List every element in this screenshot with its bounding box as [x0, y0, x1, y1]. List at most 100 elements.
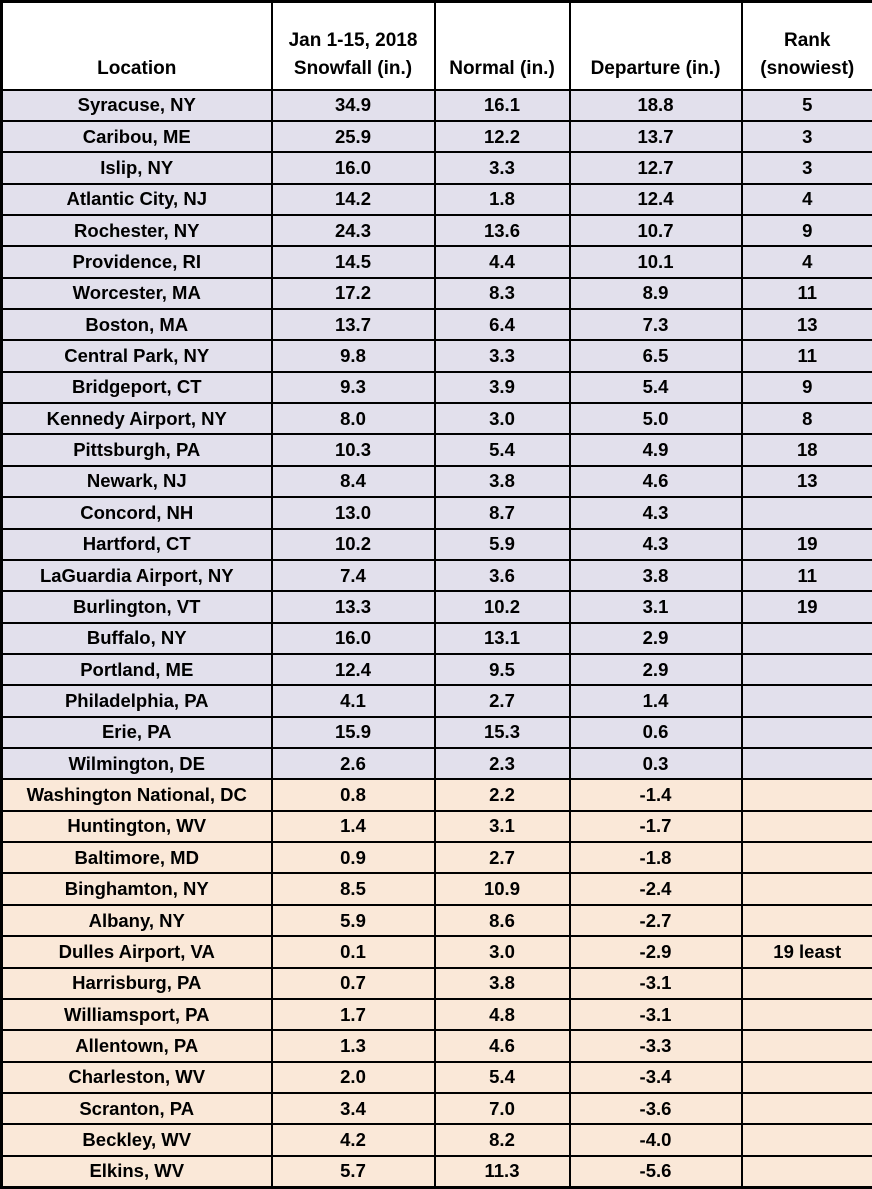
cell-rank [740, 621, 872, 655]
cell-location: Binghamton, NY [0, 872, 273, 906]
cell-snowfall: 2.6 [270, 747, 436, 781]
cell-normal: 16.1 [433, 88, 571, 122]
table-row: Binghamton, NY 8.5 10.9 -2.4 [0, 872, 872, 906]
cell-normal: 4.8 [433, 997, 571, 1032]
cell-snowfall: 0.9 [270, 841, 436, 875]
col-header-departure: Departure (in.) [568, 0, 743, 91]
table-row: Boston, MA 13.7 6.4 7.3 13 [0, 308, 872, 342]
cell-normal: 5.4 [433, 433, 571, 467]
cell-location: Philadelphia, PA [0, 684, 273, 718]
cell-rank [740, 684, 872, 718]
table-row: Newark, NJ 8.4 3.8 4.6 13 [0, 464, 872, 499]
cell-rank [740, 778, 872, 812]
cell-normal: 2.7 [433, 841, 571, 875]
cell-rank: 11 [740, 276, 872, 311]
col-header-normal-line2: Normal (in.) [449, 58, 555, 79]
cell-snowfall: 5.9 [270, 903, 436, 938]
cell-rank [740, 496, 872, 530]
cell-rank [740, 747, 872, 781]
table-header: Location Jan 1-15, 2018 Snowfall (in.) N… [0, 0, 872, 91]
cell-rank [740, 997, 872, 1032]
cell-rank: 11 [740, 339, 872, 373]
cell-departure: 4.9 [568, 433, 743, 467]
cell-snowfall: 12.4 [270, 652, 436, 687]
table-row: Beckley, WV 4.2 8.2 -4.0 [0, 1123, 872, 1157]
table-row: Rochester, NY 24.3 13.6 10.7 9 [0, 213, 872, 248]
cell-departure: -2.9 [568, 935, 743, 969]
cell-normal: 1.8 [433, 182, 571, 216]
cell-rank: 19 [740, 590, 872, 624]
cell-departure: 8.9 [568, 276, 743, 311]
cell-rank [740, 1060, 872, 1095]
cell-location: Syracuse, NY [0, 88, 273, 122]
cell-normal: 10.9 [433, 872, 571, 906]
cell-location: Erie, PA [0, 715, 273, 750]
cell-normal: 12.2 [433, 119, 571, 154]
cell-normal: 8.7 [433, 496, 571, 530]
cell-snowfall: 25.9 [270, 119, 436, 154]
col-header-snowfall: Jan 1-15, 2018 Snowfall (in.) [270, 0, 436, 91]
table-row: Burlington, VT 13.3 10.2 3.1 19 [0, 590, 872, 624]
cell-normal: 8.3 [433, 276, 571, 311]
cell-snowfall: 5.7 [270, 1154, 436, 1189]
cell-departure: 3.1 [568, 590, 743, 624]
table-row: Atlantic City, NJ 14.2 1.8 12.4 4 [0, 182, 872, 216]
cell-snowfall: 17.2 [270, 276, 436, 311]
cell-rank: 18 [740, 433, 872, 467]
table-row: Hartford, CT 10.2 5.9 4.3 19 [0, 527, 872, 561]
cell-location: Harrisburg, PA [0, 966, 273, 1000]
cell-snowfall: 4.2 [270, 1123, 436, 1157]
cell-rank: 13 [740, 308, 872, 342]
cell-location: Central Park, NY [0, 339, 273, 373]
cell-snowfall: 0.1 [270, 935, 436, 969]
col-header-departure-line2: Departure (in.) [590, 58, 721, 79]
cell-snowfall: 1.7 [270, 997, 436, 1032]
table-row: Pittsburgh, PA 10.3 5.4 4.9 18 [0, 433, 872, 467]
cell-snowfall: 15.9 [270, 715, 436, 750]
cell-snowfall: 10.2 [270, 527, 436, 561]
cell-departure: -3.3 [568, 1029, 743, 1063]
table-row: Portland, ME 12.4 9.5 2.9 [0, 652, 872, 687]
cell-rank [740, 1154, 872, 1189]
cell-normal: 3.8 [433, 966, 571, 1000]
cell-departure: -3.1 [568, 966, 743, 1000]
cell-normal: 9.5 [433, 652, 571, 687]
cell-rank: 4 [740, 245, 872, 279]
cell-rank: 11 [740, 558, 872, 593]
table-row: Washington National, DC 0.8 2.2 -1.4 [0, 778, 872, 812]
cell-snowfall: 4.1 [270, 684, 436, 718]
col-header-normal: Normal (in.) [433, 0, 571, 91]
cell-normal: 11.3 [433, 1154, 571, 1189]
cell-normal: 2.7 [433, 684, 571, 718]
cell-rank: 3 [740, 119, 872, 154]
cell-snowfall: 14.5 [270, 245, 436, 279]
cell-rank [740, 809, 872, 844]
cell-normal: 13.6 [433, 213, 571, 248]
cell-snowfall: 24.3 [270, 213, 436, 248]
cell-normal: 13.1 [433, 621, 571, 655]
table-row: Concord, NH 13.0 8.7 4.3 [0, 496, 872, 530]
cell-normal: 4.6 [433, 1029, 571, 1063]
header-row: Location Jan 1-15, 2018 Snowfall (in.) N… [0, 0, 872, 91]
table-row: LaGuardia Airport, NY 7.4 3.6 3.8 11 [0, 558, 872, 593]
cell-rank [740, 1029, 872, 1063]
cell-normal: 15.3 [433, 715, 571, 750]
cell-snowfall: 16.0 [270, 621, 436, 655]
cell-rank: 9 [740, 213, 872, 248]
cell-snowfall: 34.9 [270, 88, 436, 122]
cell-location: Williamsport, PA [0, 997, 273, 1032]
cell-departure: -1.8 [568, 841, 743, 875]
cell-location: Charleston, WV [0, 1060, 273, 1095]
cell-snowfall: 13.0 [270, 496, 436, 530]
table-row: Philadelphia, PA 4.1 2.7 1.4 [0, 684, 872, 718]
cell-snowfall: 1.3 [270, 1029, 436, 1063]
cell-snowfall: 13.7 [270, 308, 436, 342]
table-row: Charleston, WV 2.0 5.4 -3.4 [0, 1060, 872, 1095]
col-header-rank: Rank (snowiest) [740, 0, 872, 91]
cell-normal: 3.8 [433, 464, 571, 499]
cell-snowfall: 8.4 [270, 464, 436, 499]
cell-snowfall: 0.7 [270, 966, 436, 1000]
cell-departure: 0.6 [568, 715, 743, 750]
cell-snowfall: 0.8 [270, 778, 436, 812]
